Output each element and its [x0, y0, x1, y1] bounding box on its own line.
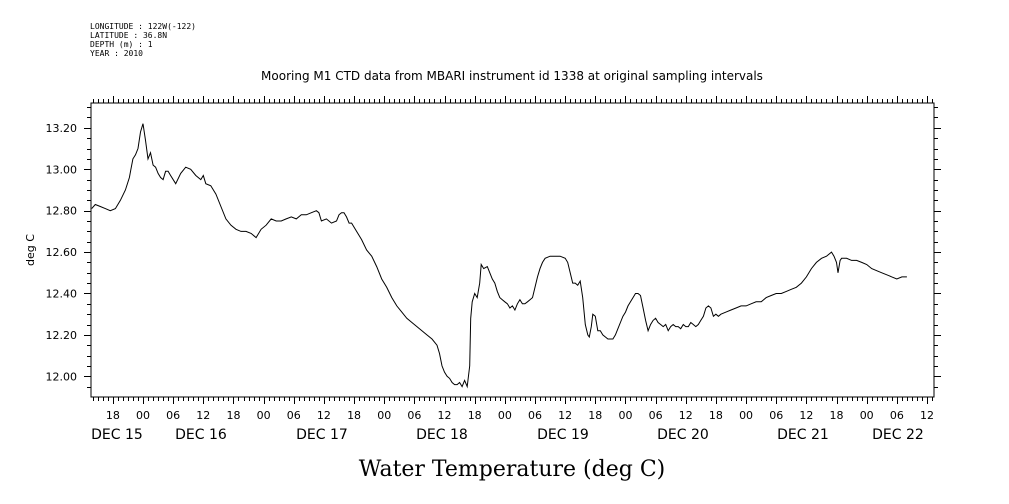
- x-tick-label: 06: [528, 409, 542, 422]
- series-line: [91, 123, 907, 389]
- day-label: DEC 20: [657, 427, 709, 443]
- meta-latitude: LATITUDE : 36.8N: [90, 31, 168, 40]
- day-label: DEC 17: [296, 427, 348, 443]
- x-tick-label: 00: [739, 409, 753, 422]
- x-tick-label: 18: [226, 409, 240, 422]
- y-axis-label: deg C: [24, 234, 37, 266]
- x-tick-label: 18: [588, 409, 602, 422]
- y-tick-label: 12.00: [46, 370, 78, 383]
- meta-year: YEAR : 2010: [90, 49, 143, 58]
- x-tick-label: 18: [830, 409, 844, 422]
- day-label: DEC 22: [872, 427, 924, 443]
- x-tick-label: 00: [860, 409, 874, 422]
- y-tick-label: 12.40: [46, 287, 78, 300]
- x-tick-label: 18: [347, 409, 361, 422]
- y-tick-label: 12.80: [46, 205, 78, 218]
- y-tick-label: 12.20: [46, 329, 78, 342]
- y-tick-labels: 12.00 12.20 12.40 12.60 12.80 13.00 13.20: [46, 122, 78, 383]
- meta-longitude: LONGITUDE : 122W(-122): [90, 22, 196, 31]
- day-label: DEC 18: [416, 427, 468, 443]
- x-tick-label: 00: [136, 409, 150, 422]
- x-tick-label: 18: [106, 409, 120, 422]
- x-tick-label: 12: [920, 409, 934, 422]
- x-tick-label: 12: [438, 409, 452, 422]
- x-tick-label: 18: [468, 409, 482, 422]
- chart-title: Mooring M1 CTD data from MBARI instrumen…: [261, 69, 763, 83]
- day-label: DEC 21: [777, 427, 829, 443]
- x-tick-label: 12: [196, 409, 210, 422]
- x-tick-label: 12: [679, 409, 693, 422]
- x-tick-label: 06: [407, 409, 421, 422]
- x-tick-label: 06: [287, 409, 301, 422]
- x-tick-label: 18: [709, 409, 723, 422]
- x-tick-label: 06: [890, 409, 904, 422]
- x-tick-labels: 18 00 06 12 18 00 06 12 18 00 06 12 18 00 06 12 18 00 06 12…: [106, 409, 934, 422]
- day-label: DEC 19: [537, 427, 589, 443]
- axis-ticks: [84, 96, 941, 404]
- y-tick-label: 13.20: [46, 122, 78, 135]
- x-tick-label: 00: [377, 409, 391, 422]
- day-label: DEC 15: [91, 427, 143, 443]
- x-tick-label: 06: [166, 409, 180, 422]
- meta-depth: DEPTH (m) : 1: [90, 40, 153, 49]
- x-tick-label: 12: [799, 409, 813, 422]
- x-axis-title: Water Temperature (deg C): [359, 457, 666, 482]
- x-tick-label: 06: [649, 409, 663, 422]
- y-tick-label: 13.00: [46, 163, 78, 176]
- x-tick-label: 12: [558, 409, 572, 422]
- x-tick-label: 00: [498, 409, 512, 422]
- plot-frame: [90, 102, 935, 398]
- x-tick-label: 12: [317, 409, 331, 422]
- day-labels: DEC 15 DEC 16 DEC 17 DEC 18 DEC 19 DEC 20 DEC …: [91, 427, 924, 443]
- y-tick-label: 12.60: [46, 246, 78, 259]
- x-tick-label: 00: [618, 409, 632, 422]
- x-tick-label: 06: [769, 409, 783, 422]
- x-tick-label: 00: [257, 409, 271, 422]
- day-label: DEC 16: [175, 427, 227, 443]
